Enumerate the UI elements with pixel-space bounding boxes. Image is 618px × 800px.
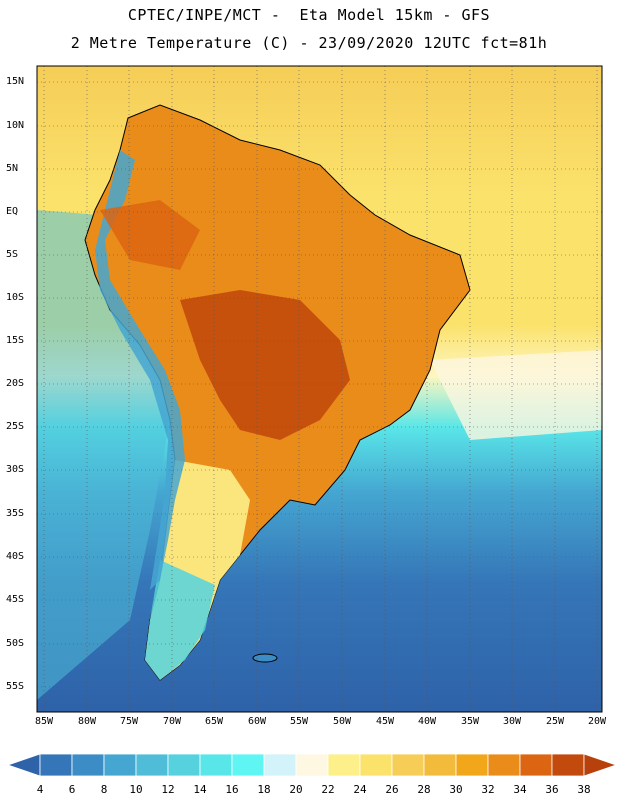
colorbar-swatch xyxy=(487,753,521,777)
lon-label: 60W xyxy=(247,716,267,727)
hot-core xyxy=(180,290,350,440)
colorbar-label: 38 xyxy=(577,783,591,796)
lat-label: 45S xyxy=(6,594,25,605)
lon-label: 40W xyxy=(417,716,437,727)
colorbar-swatch xyxy=(167,753,201,777)
lat-label: 30S xyxy=(6,464,25,475)
lat-label: 5N xyxy=(6,163,19,174)
colorbar-label: 36 xyxy=(545,783,559,796)
colorbar-label: 24 xyxy=(353,783,367,796)
lat-label: 50S xyxy=(6,638,25,649)
colorbar-swatch xyxy=(455,753,489,777)
colorbar-label: 32 xyxy=(481,783,495,796)
colorbar-swatch xyxy=(551,753,585,777)
lat-label: 5S xyxy=(6,249,19,260)
colorbar-label: 30 xyxy=(449,783,463,796)
colorbar-swatch xyxy=(231,753,265,777)
lat-label: 15N xyxy=(6,76,25,87)
colorbar-label: 4 xyxy=(36,783,44,796)
colorbar-label: 20 xyxy=(289,783,303,796)
lon-label: 65W xyxy=(204,716,224,727)
lat-label: 40S xyxy=(6,551,25,562)
lon-label: 85W xyxy=(34,716,54,727)
colorbar-label: 10 xyxy=(129,783,143,796)
colorbar xyxy=(6,753,618,777)
colorbar-label: 12 xyxy=(161,783,175,796)
lon-label: 35W xyxy=(460,716,480,727)
lon-label: 50W xyxy=(332,716,352,727)
lat-label: EQ xyxy=(6,206,19,217)
lat-label: 20S xyxy=(6,378,25,389)
colorbar-swatch xyxy=(39,753,73,777)
colorbar-swatch xyxy=(135,753,169,777)
lon-label: 75W xyxy=(119,716,139,727)
hot-north xyxy=(100,200,200,270)
title-line-1: CPTEC/INPE/MCT - Eta Model 15km - GFS xyxy=(127,6,491,24)
colorbar-label: 22 xyxy=(321,783,335,796)
lat-label: 10N xyxy=(6,120,25,131)
lat-label: 10S xyxy=(6,292,25,303)
colorbar-label: 8 xyxy=(100,783,108,796)
colorbar-swatch xyxy=(199,753,233,777)
colorbar-swatch xyxy=(359,753,393,777)
map-frame xyxy=(36,65,603,713)
colorbar-swatch xyxy=(103,753,137,777)
lat-label: 35S xyxy=(6,508,25,519)
lon-label: 70W xyxy=(162,716,182,727)
lat-label: 55S xyxy=(6,681,25,692)
colorbar-label: 14 xyxy=(193,783,207,796)
colorbar-end-high xyxy=(583,753,618,777)
colorbar-swatch xyxy=(519,753,553,777)
lat-label: 15S xyxy=(6,335,25,346)
patagonia-cool-land xyxy=(145,560,215,680)
colorbar-swatch xyxy=(423,753,457,777)
colorbar-swatch xyxy=(71,753,105,777)
colorbar-swatch xyxy=(391,753,425,777)
colorbar-swatch xyxy=(295,753,329,777)
colorbar-end-low xyxy=(6,753,41,777)
colorbar-label: 18 xyxy=(257,783,271,796)
lon-label: 25W xyxy=(545,716,565,727)
colorbar-label: 34 xyxy=(513,783,527,796)
lon-label: 30W xyxy=(502,716,522,727)
lon-label: 45W xyxy=(375,716,395,727)
colorbar-label: 16 xyxy=(225,783,239,796)
lon-label: 55W xyxy=(289,716,309,727)
atlantic-warm-band xyxy=(430,350,602,440)
colorbar-label: 6 xyxy=(68,783,76,796)
colorbar-swatch xyxy=(263,753,297,777)
colorbar-label: 28 xyxy=(417,783,431,796)
colorbar-swatch xyxy=(327,753,361,777)
lat-label: 25S xyxy=(6,421,25,432)
lon-label: 80W xyxy=(77,716,97,727)
lon-label: 20W xyxy=(587,716,607,727)
falkland-islands xyxy=(252,653,278,663)
colorbar-label: 26 xyxy=(385,783,399,796)
title-line-2: 2 Metre Temperature (C) - 23/09/2020 12U… xyxy=(70,34,548,52)
